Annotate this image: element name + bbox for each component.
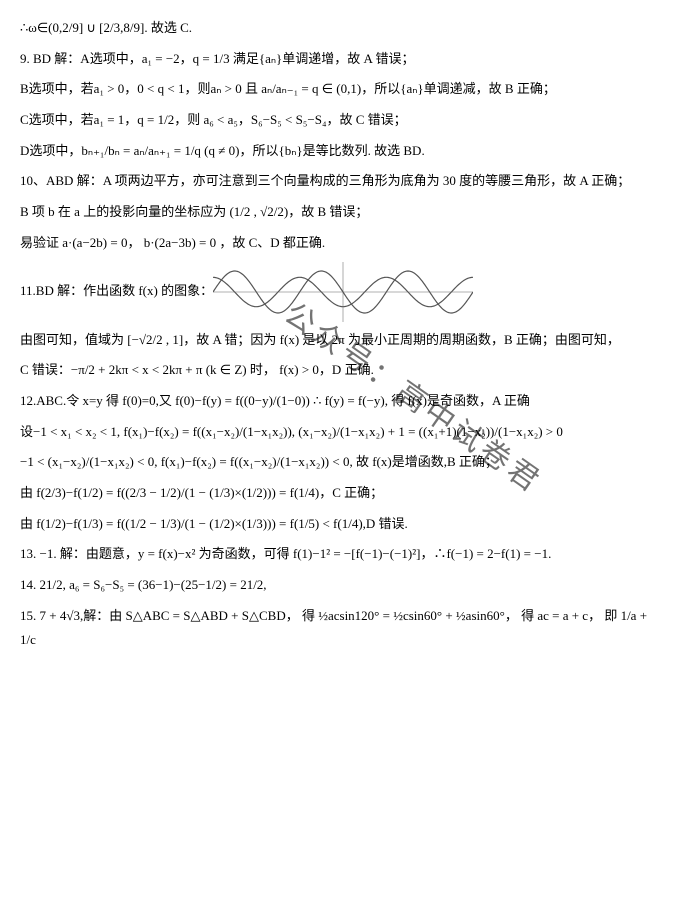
text-line: 11.BD 解：作出函数 f(x) 的图象： xyxy=(20,279,213,304)
text-line: ∴ω∈(0,2/9] ∪ [2/3,8/9]. 故选 C. xyxy=(20,16,653,41)
text-line: 10、ABD 解：A 项两边平方，亦可注意到三个向量构成的三角形为底角为 30 … xyxy=(20,169,653,194)
text-line: D选项中，bₙ₊₁/bₙ = aₙ/aₙ₊₁ = 1/q (q ≠ 0)，所以{… xyxy=(20,139,653,164)
wave-graph xyxy=(213,262,473,322)
text-line: 易验证 a·(a−2b) = 0， b·(2a−3b) = 0 ，故 C、D 都… xyxy=(20,231,653,256)
text-line: −1 < (x₁−x₂)/(1−x₁x₂) < 0, f(x₁)−f(x₂) =… xyxy=(20,450,653,475)
text-line: 由 f(1/2)−f(1/3) = f((1/2 − 1/3)/(1 − (1/… xyxy=(20,512,653,537)
text-line: 设−1 < x₁ < x₂ < 1, f(x₁)−f(x₂) = f((x₁−x… xyxy=(20,420,653,445)
text-line: 由 f(2/3)−f(1/2) = f((2/3 − 1/2)/(1 − (1/… xyxy=(20,481,653,506)
text-line: C 错误：−π/2 + 2kπ < x < 2kπ + π (k ∈ Z) 时，… xyxy=(20,358,653,383)
text-line: 9. BD 解：A选项中，a₁ = −2，q = 1/3 满足{aₙ}单调递增，… xyxy=(20,47,653,72)
text-line: B 项 b 在 a 上的投影向量的坐标应为 (1/2 , √2/2)，故 B 错… xyxy=(20,200,653,225)
text-line: 15. 7 + 4√3,解：由 S△ABC = S△ABD + S△CBD， 得… xyxy=(20,604,653,653)
text-line: B选项中，若a₁ > 0，0 < q < 1，则aₙ > 0 且 aₙ/aₙ₋₁… xyxy=(20,77,653,102)
text-line: 由图可知，值域为 [−√2/2 , 1]，故 A 错；因为 f(x) 是以 2π… xyxy=(20,328,653,353)
text-line: C选项中，若a₁ = 1，q = 1/2，则 a₆ < a₅，S₆−S₅ < S… xyxy=(20,108,653,133)
text-line: 13. −1. 解：由题意，y = f(x)−x² 为奇函数，可得 f(1)−1… xyxy=(20,542,653,567)
text-line: 12.ABC.令 x=y 得 f(0)=0,又 f(0)−f(y) = f((0… xyxy=(20,389,653,414)
text-line: 14. 21/2, a₆ = S₆−S₅ = (36−1)−(25−1/2) =… xyxy=(20,573,653,598)
graph-line-row: 11.BD 解：作出函数 f(x) 的图象： xyxy=(20,262,653,322)
